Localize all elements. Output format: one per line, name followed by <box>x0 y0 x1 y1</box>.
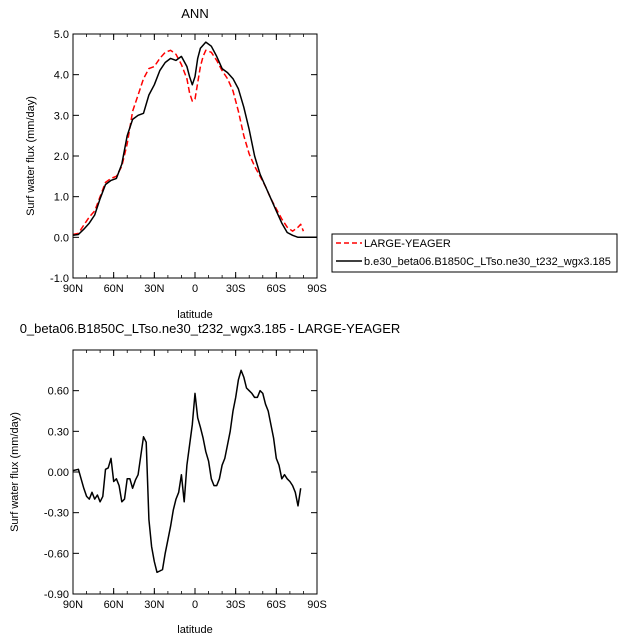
x-axis-label: latitude <box>177 624 212 636</box>
legend-entry-large-yeager: LARGE-YEAGER <box>364 238 451 250</box>
x-tick-label: 60S <box>267 283 287 295</box>
y-tick-label: -0.30 <box>44 508 69 520</box>
panel-difference: 0_beta06.B1850C_LTso.ne30_t232_wgx3.185 … <box>9 321 400 636</box>
y-tick-label: -1.0 <box>50 273 69 285</box>
legend: LARGE-YEAGER b.e30_beta06.B1850C_LTso.ne… <box>331 233 618 273</box>
y-tick-label: -0.60 <box>44 548 69 560</box>
y-tick-label: 4.0 <box>54 70 69 82</box>
y-tick-label: 0.00 <box>48 467 69 479</box>
y-tick-label: 1.0 <box>54 192 69 204</box>
x-tick-label: 60N <box>104 599 124 611</box>
x-tick-label: 60N <box>104 283 124 295</box>
y-tick-label: 0.30 <box>48 426 69 438</box>
panel-annual-mean: ANN 90N 60N 30N 0 30S 60S 90S -1.0 0.0 1.0 2.0 3.0 4… <box>25 6 327 321</box>
y-tick-label: 2.0 <box>54 151 69 163</box>
plot-frame <box>72 33 318 279</box>
series-line-large-yeager <box>72 49 305 236</box>
x-tick-label: 90S <box>307 599 327 611</box>
x-tick-label: 30N <box>144 599 164 611</box>
plot-area: 90N 60N 30N 0 30S 60S 90S -0.90 -0.60 -0.30 0.00 0.… <box>44 350 327 611</box>
y-tick-label: 3.0 <box>54 110 69 122</box>
legend-box <box>331 233 618 273</box>
legend-entry-model: b.e30_beta06.B1850C_LTso.ne30_t232_wgx3.… <box>364 256 611 268</box>
x-tick-label: 30N <box>144 283 164 295</box>
y-axis-label: Surf water flux (mm/day) <box>25 96 37 216</box>
x-tick-label: 30S <box>226 283 246 295</box>
y-tick-label: 0.0 <box>54 232 69 244</box>
x-tick-label: 0 <box>192 283 198 295</box>
x-tick-label: 60S <box>267 599 287 611</box>
panel-title: ANN <box>181 6 208 21</box>
plot-frame <box>72 349 318 595</box>
y-axis-label: Surf water flux (mm/day) <box>9 412 21 532</box>
y-tick-label: -0.90 <box>44 589 69 601</box>
plot-area: 90N 60N 30N 0 30S 60S 90S -1.0 0.0 1.0 2.0 3.0 4.0 5.… <box>50 29 327 295</box>
x-tick-label: 0 <box>192 599 198 611</box>
x-tick-label: 90N <box>63 283 83 295</box>
y-tick-label: 0.60 <box>48 386 69 398</box>
x-tick-label: 30S <box>226 599 246 611</box>
y-tick-label: 5.0 <box>54 29 69 41</box>
series-line-model <box>72 41 317 239</box>
x-axis-label: latitude <box>177 309 212 321</box>
series-line-difference <box>72 369 302 574</box>
panel-title: 0_beta06.B1850C_LTso.ne30_t232_wgx3.185 … <box>20 321 401 336</box>
x-tick-label: 90N <box>63 599 83 611</box>
x-tick-label: 90S <box>307 283 327 295</box>
